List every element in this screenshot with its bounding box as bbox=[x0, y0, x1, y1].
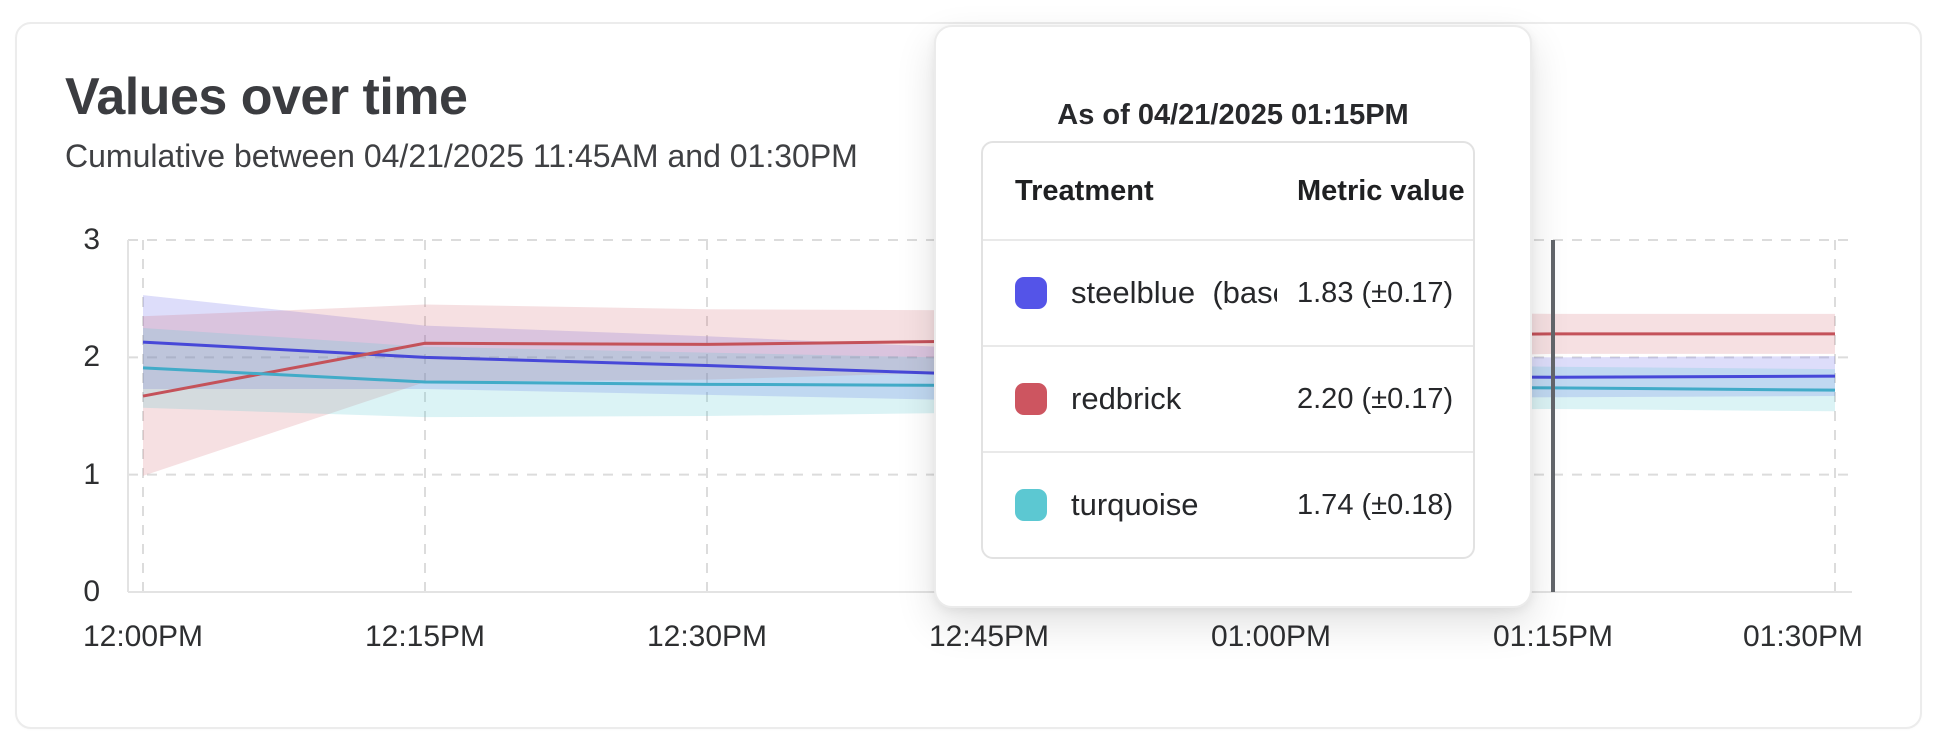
metric-value: 1.74 (±0.18) bbox=[1297, 488, 1454, 521]
treatment-label: redbrick bbox=[1071, 381, 1182, 416]
steelblue-swatch bbox=[1015, 277, 1047, 309]
treatment-label: steelblue (baseli bbox=[1071, 275, 1277, 310]
metric-value: 2.20 (±0.17) bbox=[1297, 382, 1454, 415]
column-header-metric-value: Metric value bbox=[1297, 174, 1465, 207]
treatment-label: turquoise bbox=[1071, 487, 1199, 522]
metric-value: 1.83 (±0.17) bbox=[1297, 276, 1454, 309]
tooltip-table: Treatment Metric value steelblue (baseli… bbox=[981, 141, 1475, 559]
tooltip-header-row: Treatment Metric value bbox=[983, 143, 1473, 239]
redbrick-swatch bbox=[1015, 383, 1047, 415]
tooltip-row-redbrick: redbrick 2.20 (±0.17) bbox=[983, 345, 1473, 451]
chart-tooltip: As of 04/21/2025 01:15PM Treatment Metri… bbox=[934, 25, 1532, 608]
turquoise-swatch bbox=[1015, 489, 1047, 521]
chart-title: Values over time bbox=[65, 68, 468, 126]
tooltip-row-turquoise: turquoise 1.74 (±0.18) bbox=[983, 451, 1473, 557]
column-header-treatment: Treatment bbox=[1015, 174, 1154, 207]
tooltip-title: As of 04/21/2025 01:15PM bbox=[1057, 99, 1409, 131]
chart-subtitle: Cumulative between 04/21/2025 11:45AM an… bbox=[65, 138, 858, 174]
tooltip-row-steelblue: steelblue (baseli 1.83 (±0.17) bbox=[983, 239, 1473, 345]
